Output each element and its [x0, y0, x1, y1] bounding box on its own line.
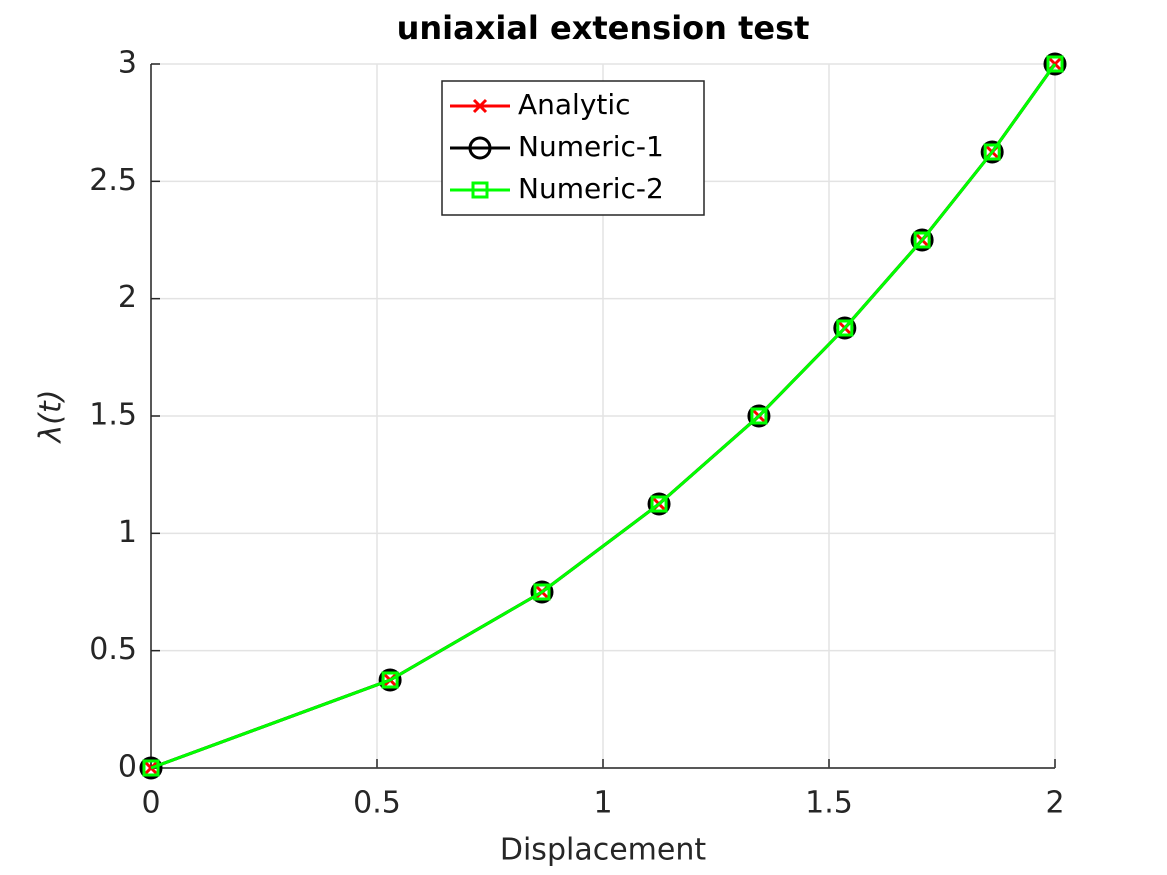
marker [472, 98, 488, 114]
series [142, 55, 1064, 777]
y-tick-label: 0 [118, 750, 137, 785]
y-axis-label: λ(t) [34, 390, 69, 445]
marker [468, 136, 492, 160]
y-tick-label: 3 [118, 46, 137, 81]
x-tick-label: 1 [593, 786, 612, 821]
y-tick-label: 2.5 [89, 163, 137, 198]
x-tick-label: 1.5 [805, 786, 853, 821]
marker [1043, 52, 1067, 76]
marker [983, 143, 1001, 161]
y-tick-label: 2 [118, 280, 137, 315]
marker [913, 231, 931, 249]
marker [471, 181, 489, 199]
marker [381, 671, 399, 689]
marker [533, 583, 551, 601]
x-axis-label: Displacement [500, 833, 706, 868]
marker [833, 316, 857, 340]
y-tick-label: 1 [118, 515, 137, 550]
marker [980, 140, 1004, 164]
chart-title: uniaxial extension test [397, 9, 810, 47]
marker [378, 668, 402, 692]
x-tick-label: 0 [141, 786, 160, 821]
marker [530, 580, 554, 604]
marker [910, 228, 934, 252]
y-tick-label: 1.5 [89, 398, 137, 433]
line [150, 63, 1057, 770]
marker [836, 319, 854, 337]
marker [142, 759, 160, 777]
marker [1046, 55, 1064, 73]
legend: Analytic Numeric-1 Numeric-2 [441, 80, 705, 216]
marker [650, 495, 668, 513]
legend-label: Analytic [518, 88, 631, 121]
x-tick-label: 2 [1045, 786, 1064, 821]
marker [747, 404, 771, 428]
marker [139, 756, 163, 780]
y-tick-label: 0.5 [89, 632, 137, 667]
legend-label: Numeric-2 [518, 172, 664, 205]
marker [647, 492, 671, 516]
marker [750, 407, 768, 425]
x-tick-label: 0.5 [353, 786, 401, 821]
legend-label: Numeric-1 [518, 130, 664, 163]
